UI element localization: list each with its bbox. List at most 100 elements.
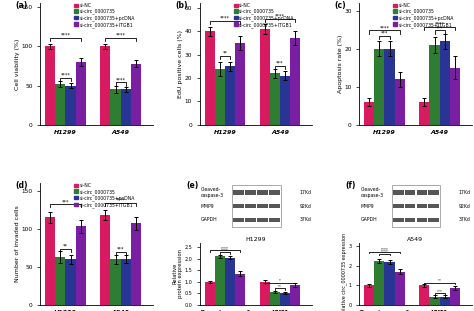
Y-axis label: Apoptosis rate (%): Apoptosis rate (%) [338,35,343,93]
Bar [45,46,55,125]
Text: (a): (a) [16,1,28,10]
Bar [280,76,290,125]
Text: *: * [279,278,281,282]
Bar [429,45,439,125]
Bar [429,297,439,305]
Bar [205,31,215,125]
Text: Cleaved-
caspase-3: Cleaved- caspase-3 [201,187,224,197]
Bar [374,49,384,125]
Bar [393,218,404,222]
Bar [384,262,395,305]
Text: 92Kd: 92Kd [299,204,311,209]
Text: (d): (d) [16,181,28,190]
Bar [257,190,268,195]
Text: (f): (f) [346,181,356,190]
Bar [75,62,86,125]
Bar [245,218,256,222]
Text: ****: **** [60,72,71,77]
Text: ****: **** [381,248,388,252]
Bar [419,285,429,305]
Bar [110,259,120,305]
Title: A549: A549 [408,237,424,242]
Bar [257,218,268,222]
Bar [428,190,439,195]
Legend: si-NC, si-circ_0000735, si-circ_0000735+pcDNA, si-circ_0000735+ITGB1: si-NC, si-circ_0000735, si-circ_0000735+… [234,3,294,27]
Bar [234,190,244,195]
Text: Cleaved-
caspase-3: Cleaved- caspase-3 [360,187,383,197]
Bar [364,285,374,305]
Bar [395,79,405,125]
Text: ***: *** [437,289,443,293]
Bar [405,204,416,208]
Text: 17Kd: 17Kd [459,190,471,195]
Bar [257,204,268,208]
Legend: si-NC, si-circ_0000735, si-circ_0000735+pcDNA, si-circ_0000735+ITGB1: si-NC, si-circ_0000735, si-circ_0000735+… [74,183,135,207]
Text: ****: **** [60,32,71,37]
Bar [245,204,256,208]
Bar [450,68,460,125]
Text: 37Kd: 37Kd [299,217,311,222]
Text: **: ** [278,284,282,288]
Bar [131,63,141,125]
Text: ****: **** [275,13,285,18]
Text: MMP9: MMP9 [360,204,374,209]
Text: GAPDH: GAPDH [360,217,377,222]
Bar [75,226,86,305]
Bar [110,90,120,125]
Bar [270,73,280,125]
Text: **: ** [222,51,228,56]
Text: ***: *** [381,31,388,36]
Bar [417,190,427,195]
Text: ****: **** [116,77,126,82]
Bar [428,218,439,222]
Bar [395,272,405,305]
Bar [364,102,374,125]
Bar [234,218,244,222]
Text: ****: **** [116,32,126,37]
Text: ***: *** [117,246,124,251]
Bar [439,41,450,125]
Bar [419,102,429,125]
Bar [269,190,280,195]
Legend: si-NC, si-circ_0000735, si-circ_0000735+pcDNA, si-circ_0000735+ITGB1: si-NC, si-circ_0000735, si-circ_0000735+… [393,3,454,27]
Y-axis label: Number of invaded cells: Number of invaded cells [15,206,20,282]
Text: ****: **** [435,21,445,26]
Bar [428,204,439,208]
Bar [235,43,245,125]
Bar [100,215,110,305]
Bar [405,218,416,222]
Text: GAPDH: GAPDH [201,217,218,222]
Bar [290,38,301,125]
Text: ***: *** [436,25,443,30]
Bar [439,297,450,305]
Bar [55,84,65,125]
Bar [120,259,131,305]
Bar [393,190,404,195]
Bar [260,29,270,125]
Bar [205,282,215,305]
Bar [215,257,225,305]
Text: 37Kd: 37Kd [459,217,471,222]
Text: MMP9: MMP9 [201,204,215,209]
Text: ****: **** [379,25,390,30]
Bar [290,285,301,305]
Bar [245,190,256,195]
Text: ****: **** [220,16,230,21]
Text: 17Kd: 17Kd [299,190,311,195]
Bar [270,292,280,305]
Text: **: ** [438,279,442,283]
Bar [260,282,270,305]
Text: (c): (c) [335,1,346,10]
Bar [405,190,416,195]
Bar [232,185,281,227]
Text: ***: *** [62,199,69,204]
Text: ****: **** [221,246,229,250]
Bar [65,259,75,305]
Bar [65,86,75,125]
Bar [269,204,280,208]
Text: ***: *** [276,60,284,65]
Bar [269,218,280,222]
Text: ****: **** [381,249,388,253]
Text: ****: **** [116,197,126,202]
Bar [450,288,460,305]
